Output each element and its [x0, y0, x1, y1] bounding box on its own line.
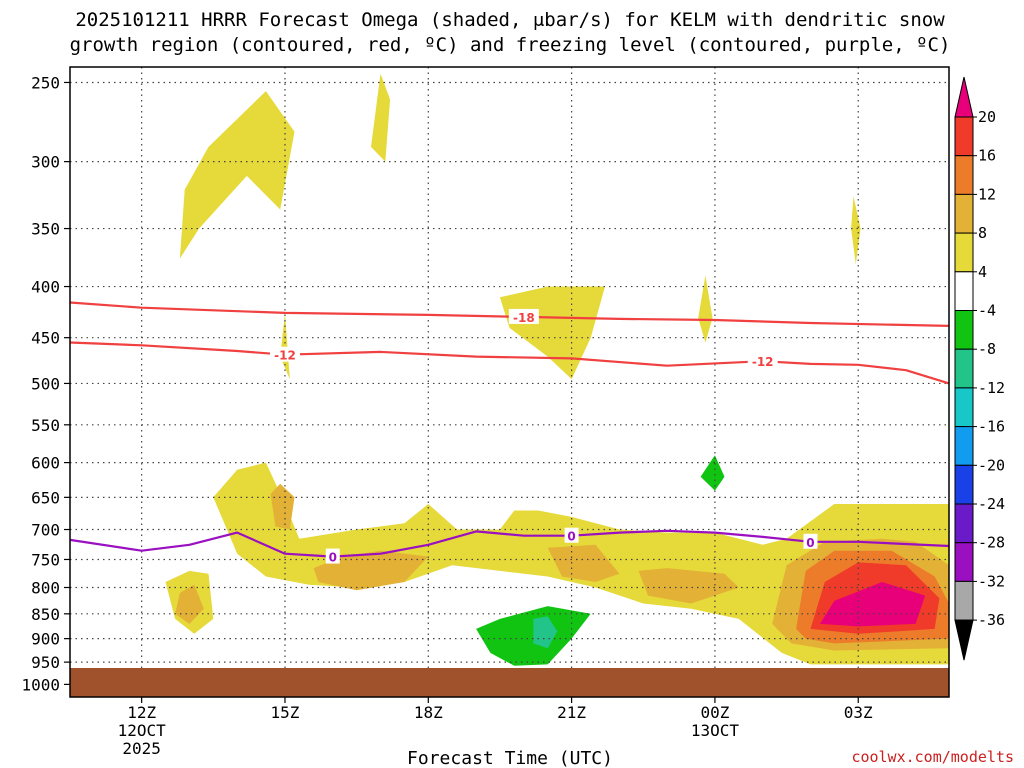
contour-label-freezing-level-1: 0: [567, 530, 575, 544]
omega-region-16: [820, 582, 926, 627]
y-tick-label-700: 700: [31, 521, 60, 540]
omega-region-17: [127, 459, 185, 530]
omega-region-1: [371, 73, 391, 162]
omega-region-19: [132, 613, 147, 651]
omega-region-5: [851, 196, 861, 265]
y-tick-label-900: 900: [31, 630, 60, 649]
y-axis: 250 300 350 400 450 500 550 600 650 700 750 800 850 9…: [21, 73, 70, 694]
colorbar-swatch-11: [954, 542, 974, 582]
colorbar-label-5: -4: [978, 302, 996, 320]
colorbar-swatch-5: [954, 310, 974, 350]
omega-region-8: [270, 483, 295, 530]
y-tick-label-550: 550: [31, 416, 60, 435]
colorbar-label-4: 4: [978, 263, 987, 281]
colorbar-label-2: 12: [978, 185, 996, 203]
colorbar-top-arrow: [954, 76, 974, 118]
y-tick-label-300: 300: [31, 153, 60, 172]
omega-region-4: [698, 275, 713, 343]
colorbar-label-1: 16: [978, 147, 996, 165]
colorbar-swatch-9: [954, 464, 974, 505]
colorbar-swatch-8: [954, 426, 974, 466]
colorbar-label-0: 20: [978, 108, 996, 126]
contour-label-bg-dgz-lower-1: [747, 353, 778, 369]
y-tick-label-1000: 1000: [21, 675, 60, 694]
x-tick-label-15Z: 15Z: [271, 703, 300, 722]
y-tick-label-500: 500: [31, 374, 60, 393]
x-tick-label-21Z: 21Z: [557, 703, 586, 722]
chart-title-line1: 2025101211 HRRR Forecast Omega (shaded, …: [75, 9, 945, 31]
contour-label-bg-freezing-level-1: [564, 527, 579, 543]
contour-label-freezing-level-0: 0: [329, 551, 337, 565]
colorbar-label-13: -36: [978, 611, 1005, 629]
colorbar-swatch-0: [954, 116, 974, 157]
y-tick-label-850: 850: [31, 605, 60, 624]
x-tick-date-12Z: 12OCT: [118, 721, 167, 740]
colorbar-swatch-3: [954, 232, 974, 273]
contour-label-bg-dgz-upper-0: [508, 308, 539, 324]
x-tick-label-00Z: 00Z: [700, 703, 729, 722]
colorbar-label-8: -16: [978, 418, 1005, 436]
colorbar-swatch-7: [954, 387, 974, 428]
colorbar: 20 16 12 8 4 -4 -8 -12 -16 -20 -24 -28 -32 -36: [954, 76, 1005, 661]
colorbar-label-9: -20: [978, 456, 1005, 474]
y-tick-label-650: 650: [31, 488, 60, 507]
colorbar-swatch-2: [954, 193, 974, 234]
colorbar-bottom-arrow: [954, 619, 974, 661]
omega-shading-layer: [127, 73, 950, 674]
omega-region-9: [313, 550, 429, 591]
colorbar-label-7: -12: [978, 379, 1005, 397]
omega-region-20: [251, 618, 309, 665]
x-axis-label: Forecast Time (UTC): [407, 748, 613, 768]
y-tick-label-750: 750: [31, 550, 60, 569]
plot-frame: [69, 66, 950, 698]
y-tick-label-350: 350: [31, 220, 60, 239]
contour-label-bg-freezing-level-0: [325, 548, 340, 564]
omega-region-0: [179, 91, 295, 259]
chart-title-line2: growth region (contoured, red, ºC) and f…: [70, 34, 951, 56]
contour-label-bg-freezing-level-2: [803, 533, 818, 549]
y-tick-label-400: 400: [31, 278, 60, 297]
ground-surface: [70, 668, 949, 697]
colorbar-label-10: -24: [978, 495, 1005, 513]
contour-label-dgz-upper-0: -18: [513, 311, 535, 325]
y-tick-label-450: 450: [31, 329, 60, 348]
contour-label-dgz-lower-0: -12: [274, 349, 296, 363]
omega-region-10: [547, 544, 620, 582]
y-tick-label-950: 950: [31, 653, 60, 672]
omega-region-11: [638, 568, 739, 604]
omega-region-2: [280, 312, 290, 380]
colorbar-swatch-1: [954, 155, 974, 195]
contour-layer: -18 -12 -12 0 0 0: [69, 301, 950, 565]
contour-dgz-lower: [69, 341, 950, 385]
colorbar-swatch-6: [954, 348, 974, 389]
omega-region-28: [533, 616, 558, 649]
grid-layer: [70, 67, 949, 697]
colorbar-label-6: -8: [978, 340, 996, 358]
colorbar-swatch-4: [954, 271, 974, 311]
contour-label-dgz-lower-1: -12: [752, 355, 774, 369]
y-tick-label-250: 250: [31, 73, 60, 92]
x-tick-label-12Z: 12Z: [127, 703, 156, 722]
omega-region-22: [485, 416, 548, 452]
y-tick-label-800: 800: [31, 579, 60, 598]
colorbar-swatch-10: [954, 503, 974, 544]
omega-region-27: [700, 455, 725, 491]
x-tick-label-03Z: 03Z: [844, 703, 873, 722]
plot-area: -18 -12 -12 0 0 0: [69, 66, 950, 698]
omega-region-21: [356, 440, 400, 481]
x-tick-date-00Z: 13OCT: [691, 721, 740, 740]
y-tick-label-600: 600: [31, 454, 60, 473]
colorbar-swatch-12: [954, 580, 974, 621]
x-tick-year-12Z: 2025: [122, 739, 161, 758]
contour-label-bg-dgz-lower-0: [269, 346, 300, 362]
colorbar-label-3: 8: [978, 224, 987, 242]
contour-label-freezing-level-2: 0: [806, 536, 814, 550]
contour-freezing-level: [69, 529, 950, 558]
colorbar-label-11: -28: [978, 534, 1005, 552]
x-tick-label-18Z: 18Z: [414, 703, 443, 722]
colorbar-label-12: -32: [978, 572, 1005, 590]
credit-text: coolwx.com/modelts: [851, 748, 1014, 766]
